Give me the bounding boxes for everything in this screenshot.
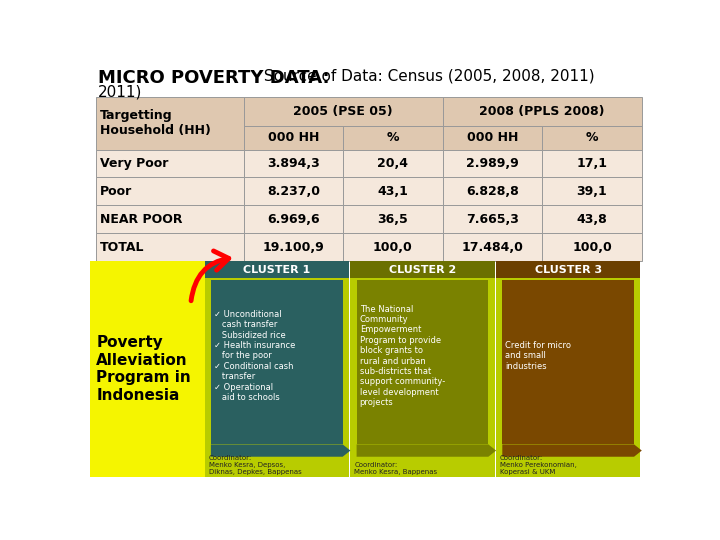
Bar xyxy=(243,97,443,126)
Text: 000 HH: 000 HH xyxy=(268,131,319,144)
Text: Poor: Poor xyxy=(100,185,132,198)
Text: MICRO POVERTY DATA:: MICRO POVERTY DATA: xyxy=(98,69,329,86)
Text: 100,0: 100,0 xyxy=(373,241,413,254)
Bar xyxy=(243,233,343,261)
Bar xyxy=(204,261,349,477)
Bar xyxy=(343,205,443,233)
Text: ✓ Unconditional
   cash transfer
   Subsidized rice
✓ Health insurance
   for th: ✓ Unconditional cash transfer Subsidized… xyxy=(214,310,295,402)
Text: 36,5: 36,5 xyxy=(377,213,408,226)
Bar xyxy=(96,150,243,178)
Bar xyxy=(542,178,642,205)
Text: 000 HH: 000 HH xyxy=(467,131,518,144)
Text: Credit for micro
and small
industries: Credit for micro and small industries xyxy=(505,341,572,371)
Bar xyxy=(204,261,349,278)
Text: 6.969,6: 6.969,6 xyxy=(267,213,320,226)
Bar xyxy=(542,150,642,178)
Bar xyxy=(90,261,204,477)
Bar xyxy=(443,126,542,150)
Text: 2.989,9: 2.989,9 xyxy=(466,157,519,170)
Text: 43,1: 43,1 xyxy=(377,185,408,198)
Bar xyxy=(496,261,640,477)
Text: CLUSTER 1: CLUSTER 1 xyxy=(243,265,310,275)
Bar xyxy=(211,280,343,444)
Bar xyxy=(496,261,640,278)
Bar xyxy=(343,150,443,178)
Bar xyxy=(96,97,243,150)
Text: 2005 (PSE 05): 2005 (PSE 05) xyxy=(293,105,393,118)
Text: Very Poor: Very Poor xyxy=(100,157,168,170)
Text: 2011): 2011) xyxy=(98,85,142,100)
Bar xyxy=(443,233,542,261)
Bar xyxy=(96,233,243,261)
Bar xyxy=(243,178,343,205)
Bar xyxy=(443,150,542,178)
Text: 2008 (PPLS 2008): 2008 (PPLS 2008) xyxy=(480,105,605,118)
Bar xyxy=(343,126,443,150)
Text: 17,1: 17,1 xyxy=(577,157,608,170)
Bar xyxy=(351,261,495,477)
Text: 8.237,0: 8.237,0 xyxy=(267,185,320,198)
Polygon shape xyxy=(211,444,351,457)
Bar xyxy=(443,178,542,205)
Bar xyxy=(343,178,443,205)
Text: Coordinator:
Menko Kesra, Depsos,
Diknas, Depkes, Bappenas: Coordinator: Menko Kesra, Depsos, Diknas… xyxy=(209,455,302,475)
Bar xyxy=(443,97,642,126)
Bar xyxy=(542,205,642,233)
Bar xyxy=(96,178,243,205)
Text: Coordinator:
Menko Kesra, Bappenas: Coordinator: Menko Kesra, Bappenas xyxy=(354,462,438,475)
Bar xyxy=(356,280,488,444)
Polygon shape xyxy=(503,444,642,457)
Text: %: % xyxy=(387,131,399,144)
Bar xyxy=(343,233,443,261)
Text: 3.894,3: 3.894,3 xyxy=(267,157,320,170)
Text: Coordinator:
Menko Perekonomian,
Koperasi & UKM: Coordinator: Menko Perekonomian, Koperas… xyxy=(500,455,577,475)
Text: The National
Community
Empowerment
Program to provide
block grants to
rural and : The National Community Empowerment Progr… xyxy=(360,305,445,407)
Text: 100,0: 100,0 xyxy=(572,241,612,254)
Text: NEAR POOR: NEAR POOR xyxy=(100,213,183,226)
Text: Poverty
Alleviation
Program in
Indonesia: Poverty Alleviation Program in Indonesia xyxy=(96,335,191,402)
Bar xyxy=(96,205,243,233)
Bar xyxy=(443,205,542,233)
Text: CLUSTER 2: CLUSTER 2 xyxy=(389,265,456,275)
Text: 6.828,8: 6.828,8 xyxy=(466,185,519,198)
Bar xyxy=(542,233,642,261)
Text: 43,8: 43,8 xyxy=(577,213,608,226)
Text: Targetting
Household (HH): Targetting Household (HH) xyxy=(100,109,211,137)
Text: 19.100,9: 19.100,9 xyxy=(262,241,324,254)
Text: CLUSTER 3: CLUSTER 3 xyxy=(535,265,602,275)
Bar xyxy=(243,126,343,150)
Bar xyxy=(243,205,343,233)
Bar xyxy=(351,261,495,278)
Text: Source of Data: Census (2005, 2008, 2011): Source of Data: Census (2005, 2008, 2011… xyxy=(259,69,595,84)
Text: 20,4: 20,4 xyxy=(377,157,408,170)
Text: 17.484,0: 17.484,0 xyxy=(462,241,523,254)
Text: 7.665,3: 7.665,3 xyxy=(466,213,519,226)
Polygon shape xyxy=(356,444,496,457)
Bar xyxy=(542,126,642,150)
FancyArrowPatch shape xyxy=(191,251,229,301)
Bar xyxy=(503,280,634,444)
Bar xyxy=(243,150,343,178)
Text: %: % xyxy=(586,131,598,144)
Text: 39,1: 39,1 xyxy=(577,185,608,198)
Text: TOTAL: TOTAL xyxy=(100,241,145,254)
